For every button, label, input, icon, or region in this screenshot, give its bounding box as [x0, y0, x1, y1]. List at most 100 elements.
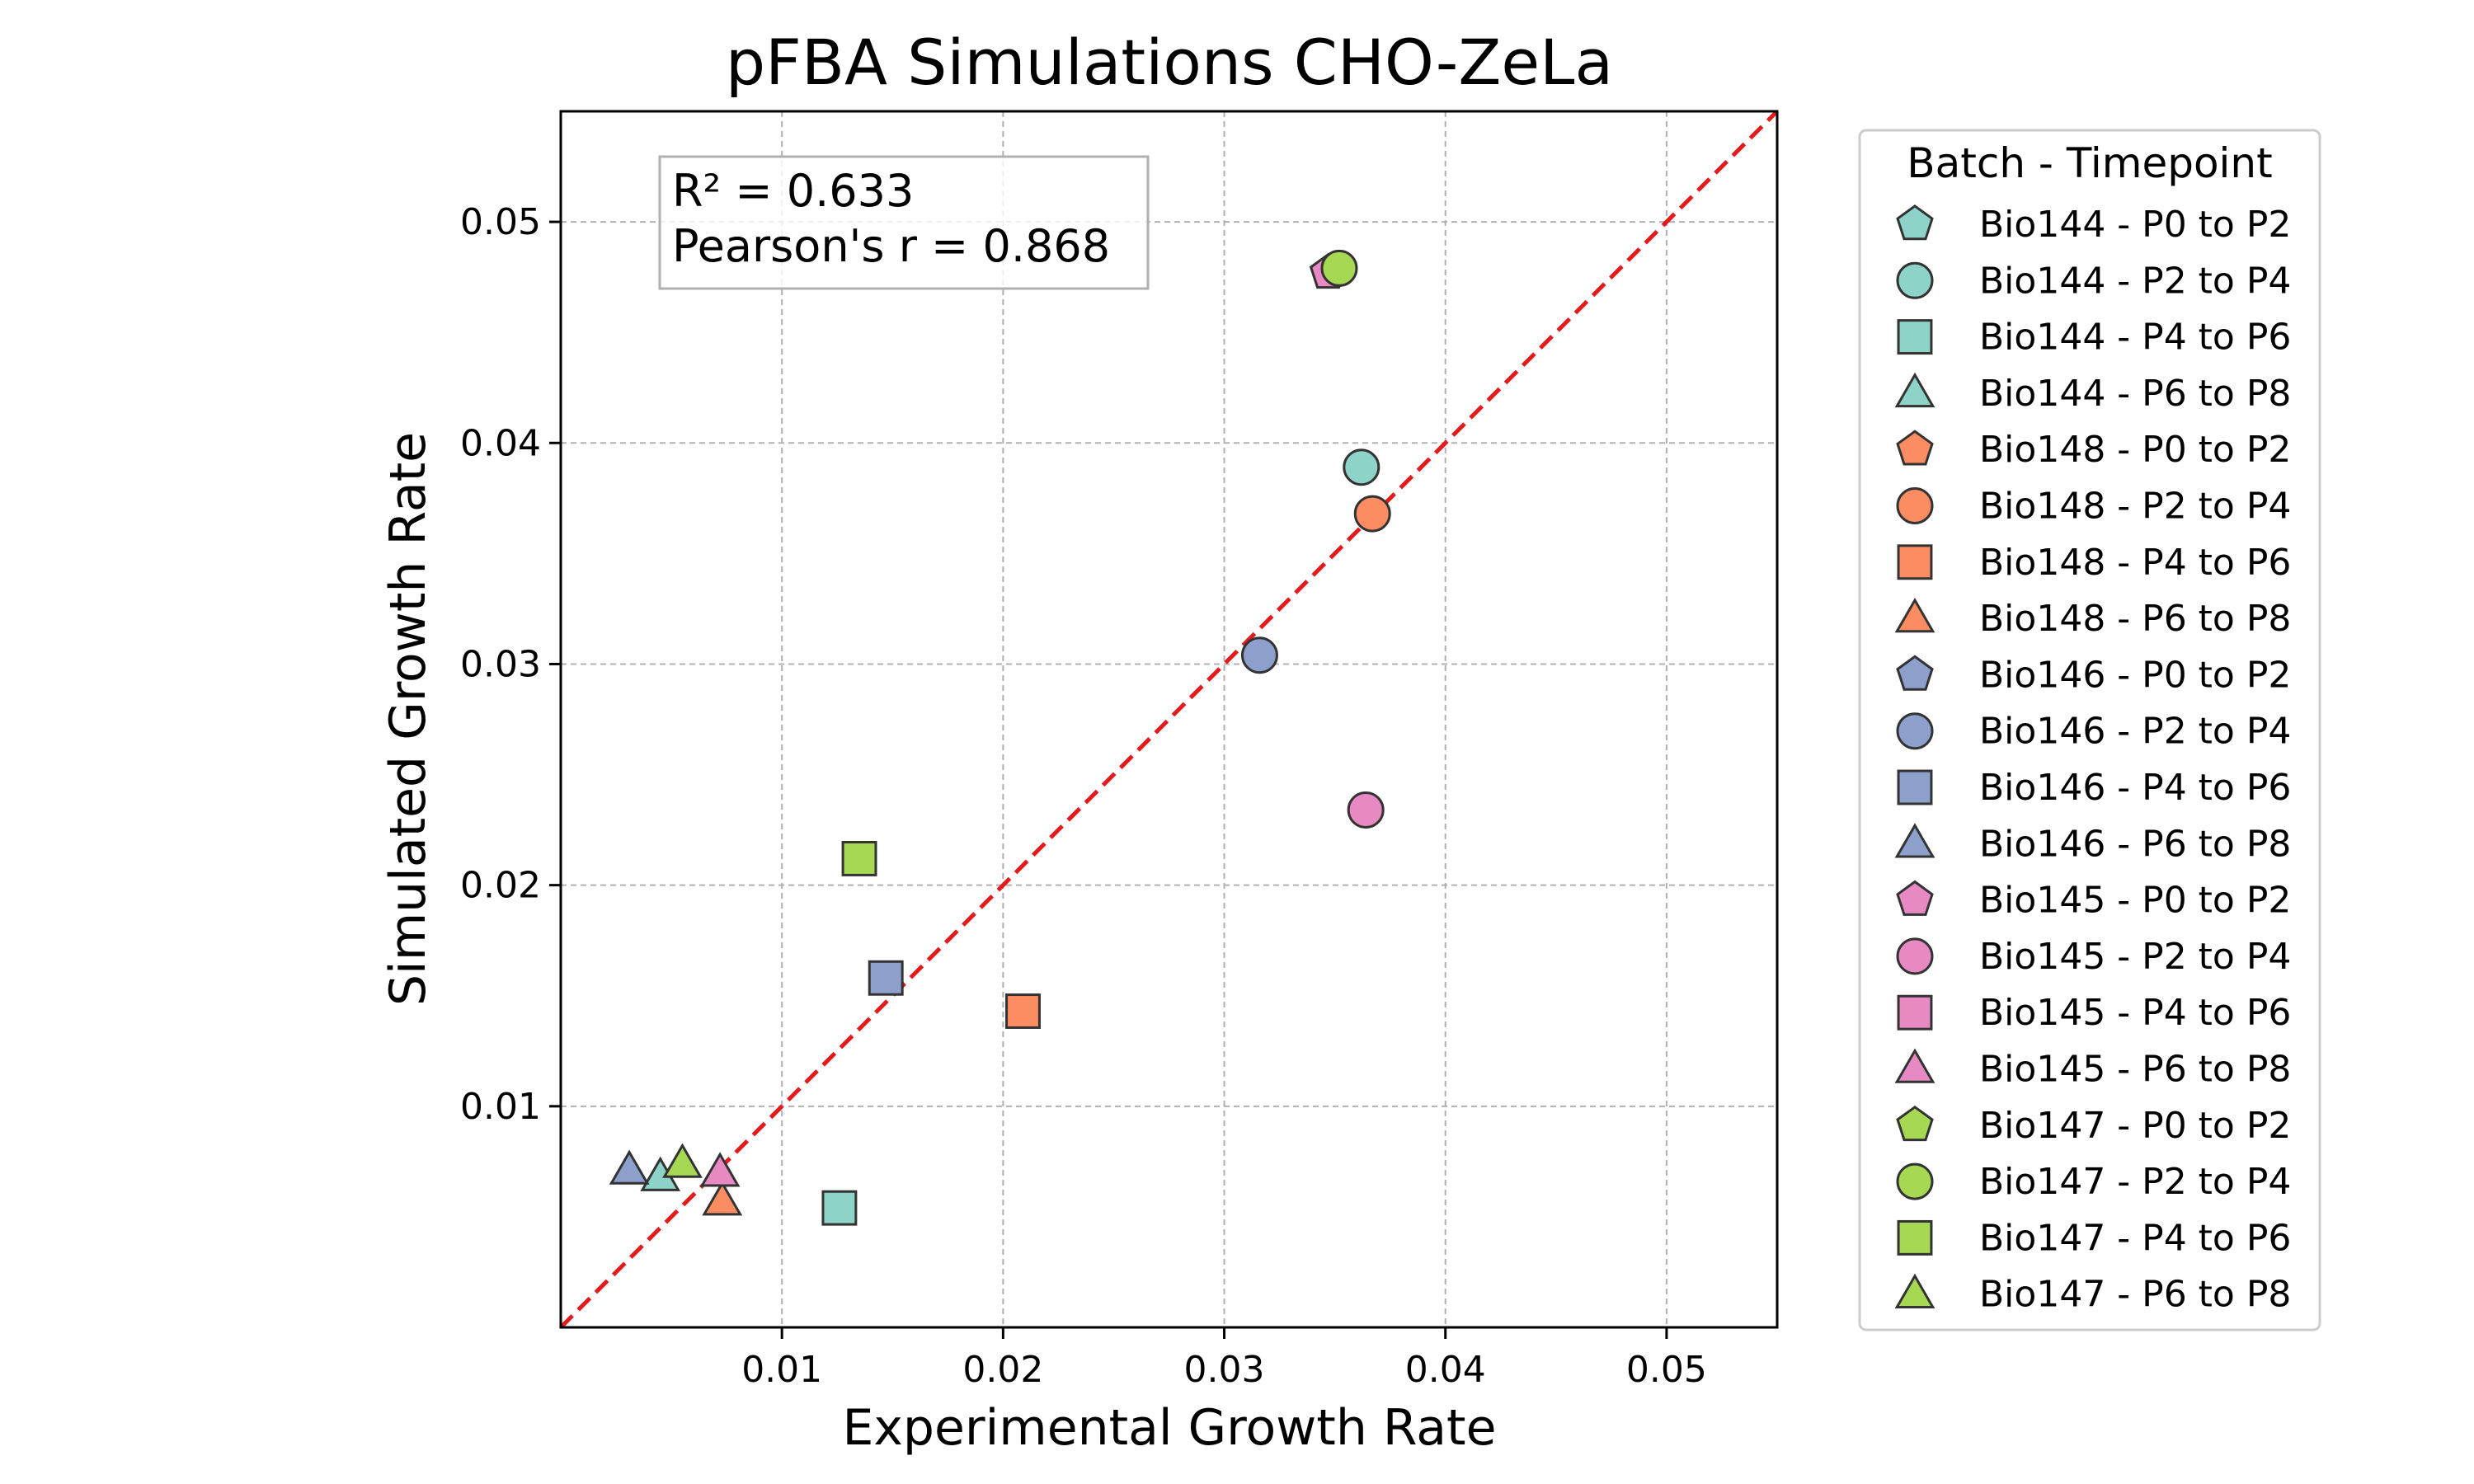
triangle-icon — [1894, 1273, 1935, 1308]
triangle-icon — [1894, 597, 1935, 633]
legend-item-label: Bio147 - P6 to P8 — [1979, 1274, 2291, 1316]
legend-item: Bio146 - P0 to P2 — [1896, 654, 2291, 696]
pentagon-icon — [1896, 655, 1934, 691]
legend-item-label: Bio148 - P0 to P2 — [1979, 429, 2291, 471]
identity-reference-line — [559, 110, 1779, 1329]
legend-item: Bio144 - P4 to P6 — [1897, 317, 2291, 359]
legend-item-label: Bio144 - P6 to P8 — [1979, 373, 2291, 415]
legend-item-label: Bio144 - P2 to P4 — [1979, 260, 2291, 302]
square-icon — [1897, 544, 1933, 580]
square-icon — [1897, 769, 1933, 805]
pentagon-icon — [1896, 430, 1934, 466]
x-axis-title: Experimental Growth Rate — [842, 1399, 1496, 1457]
data-point-circle — [1320, 249, 1358, 287]
y-axis-title: Simulated Growth Rate — [379, 432, 437, 1006]
data-point-triangle — [702, 1181, 743, 1216]
legend-item: Bio146 - P4 to P6 — [1897, 767, 2291, 809]
square-icon — [1897, 994, 1933, 1031]
data-point-circle — [1343, 448, 1380, 486]
legend-title: Batch - Timepoint — [1907, 139, 2272, 187]
x-tick-label: 0.03 — [1184, 1349, 1265, 1391]
grid — [561, 111, 1777, 1327]
legend-item: Bio145 - P6 to P8 — [1894, 1048, 2291, 1091]
r-squared-text: R² = 0.633 — [672, 165, 914, 217]
legend-frame — [1858, 129, 2321, 1331]
legend-item: Bio145 - P0 to P2 — [1896, 880, 2291, 922]
legend-item: Bio145 - P4 to P6 — [1897, 992, 2291, 1034]
legend-item: Bio147 - P6 to P8 — [1894, 1273, 2291, 1316]
legend-item: Bio144 - P0 to P2 — [1896, 204, 2291, 246]
legend-item-label: Bio145 - P0 to P2 — [1979, 880, 2291, 922]
x-tick-label: 0.04 — [1405, 1349, 1486, 1391]
y-tick-label: 0.04 — [460, 422, 541, 464]
y-tick-label: 0.01 — [460, 1086, 541, 1128]
triangle-icon — [1894, 823, 1935, 858]
square-icon — [1897, 319, 1933, 355]
legend-item: Bio148 - P6 to P8 — [1894, 597, 2291, 640]
legend-item: Bio147 - P2 to P4 — [1896, 1161, 2291, 1203]
legend-item: Bio148 - P2 to P4 — [1896, 486, 2291, 528]
legend-item: Bio147 - P0 to P2 — [1896, 1105, 2291, 1147]
legend-item-label: Bio144 - P0 to P2 — [1979, 204, 2291, 246]
circle-icon — [1896, 937, 1934, 975]
data-point-triangle — [662, 1143, 703, 1178]
y-tick-label: 0.05 — [460, 201, 541, 243]
legend-item: Bio148 - P0 to P2 — [1896, 429, 2291, 471]
circle-icon — [1896, 712, 1934, 750]
legend-item: Bio147 - P4 to P6 — [1897, 1217, 2291, 1259]
stats-box: R² = 0.633 Pearson's r = 0.868 — [658, 155, 1150, 290]
y-tick-label: 0.03 — [460, 643, 541, 685]
x-tick-label: 0.01 — [741, 1349, 822, 1391]
legend-item: Bio146 - P6 to P8 — [1894, 823, 2291, 865]
legend-item-label: Bio146 - P4 to P6 — [1979, 767, 2291, 809]
legend-item-label: Bio145 - P6 to P8 — [1979, 1049, 2291, 1091]
legend-item-label: Bio144 - P4 to P6 — [1979, 317, 2291, 359]
data-points — [609, 249, 1391, 1226]
legend-item-label: Bio148 - P4 to P6 — [1979, 542, 2291, 584]
legend: Batch - Timepoint Bio144 - P0 to P2 Bio14… — [1858, 129, 2321, 1331]
triangle-icon — [1894, 1048, 1935, 1083]
circle-icon — [1896, 487, 1934, 524]
pentagon-icon — [1896, 1105, 1934, 1142]
data-point-square — [821, 1190, 858, 1226]
legend-item-label: Bio147 - P0 to P2 — [1979, 1105, 2291, 1147]
legend-item-label: Bio147 - P4 to P6 — [1979, 1217, 2291, 1259]
legend-item-label: Bio145 - P4 to P6 — [1979, 992, 2291, 1034]
data-point-triangle — [699, 1152, 741, 1187]
plot-frame — [559, 110, 1779, 1329]
circle-icon — [1896, 261, 1934, 299]
legend-item-label: Bio148 - P2 to P4 — [1979, 486, 2291, 528]
legend-item: Bio145 - P2 to P4 — [1896, 936, 2291, 978]
pentagon-icon — [1896, 880, 1934, 916]
stats-box-frame — [658, 155, 1150, 290]
data-point-square — [841, 841, 877, 876]
legend-item-label: Bio148 - P6 to P8 — [1979, 598, 2291, 640]
legend-item: Bio148 - P4 to P6 — [1897, 542, 2291, 584]
legend-item-label: Bio145 - P2 to P4 — [1979, 936, 2291, 978]
reference-line-layer — [559, 110, 1779, 1329]
legend-item: Bio144 - P2 to P4 — [1896, 260, 2291, 302]
x-tick-label: 0.02 — [962, 1349, 1043, 1391]
data-point-circle — [1353, 495, 1391, 533]
legend-item-label: Bio146 - P0 to P2 — [1979, 654, 2291, 696]
legend-item-label: Bio146 - P6 to P8 — [1979, 823, 2291, 865]
pearson-r-text: Pearson's r = 0.868 — [672, 220, 1110, 272]
data-point-circle — [1347, 791, 1385, 829]
x-tick-label: 0.05 — [1626, 1349, 1707, 1391]
data-point-square — [868, 960, 904, 996]
data-point-circle — [1240, 636, 1278, 674]
legend-item: Bio144 - P6 to P8 — [1894, 372, 2291, 415]
legend-item: Bio146 - P2 to P4 — [1896, 711, 2291, 753]
square-icon — [1897, 1219, 1933, 1256]
legend-item-label: Bio146 - P2 to P4 — [1979, 711, 2291, 753]
circle-icon — [1896, 1162, 1934, 1200]
axis-ticks: 0.01 0.02 0.03 0.04 0.05 0.01 0.02 0.03 0.04 0.05 — [460, 201, 1707, 1391]
data-point-square — [1005, 993, 1041, 1029]
pentagon-icon — [1896, 204, 1934, 241]
chart-title: pFBA Simulations CHO-ZeLa — [726, 26, 1613, 99]
triangle-icon — [1894, 372, 1935, 408]
legend-item-label: Bio147 - P2 to P4 — [1979, 1161, 2291, 1203]
data-point-triangle — [609, 1149, 650, 1185]
y-tick-label: 0.02 — [460, 865, 541, 907]
